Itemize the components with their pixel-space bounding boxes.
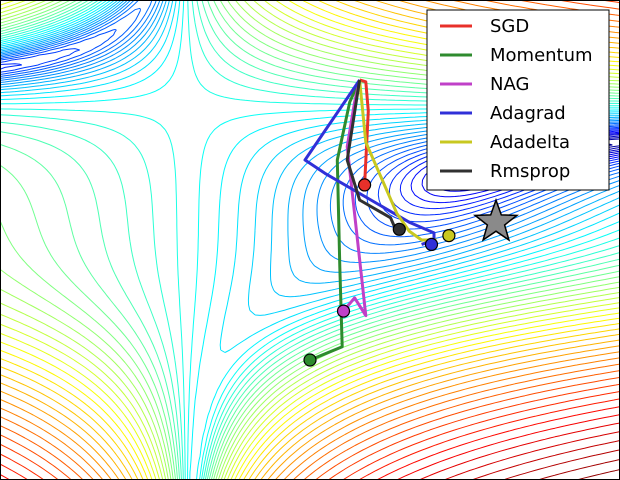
marker-sgd [358, 178, 372, 192]
marker-momentum [303, 353, 317, 367]
path-sgd [359, 78, 370, 185]
contour-level [471, 440, 620, 480]
legend-label-nag: NAG [490, 74, 529, 95]
path-momentum [309, 79, 361, 362]
legend-label-adagrad: Adagrad [490, 103, 566, 124]
legend-label-sgd: SGD [490, 16, 529, 37]
legend: SGD Momentum NAG Adagrad Adadelta Rmspro… [426, 9, 610, 191]
minimum-star [473, 197, 519, 242]
marker-adadelta [442, 229, 456, 243]
contour-level [537, 459, 620, 480]
legend-box [426, 9, 610, 191]
path-rmsprop [345, 79, 397, 230]
legend-label-adadelta: Adadelta [490, 132, 570, 153]
optimizer-markers [303, 178, 456, 367]
legend-label-rmsprop: Rmsprop [490, 161, 570, 182]
contour-level [0, 391, 620, 480]
marker-adagrad [424, 237, 439, 251]
legend-label-momentum: Momentum [490, 45, 593, 66]
optimizer-paths [303, 78, 437, 362]
contour-level [0, 406, 620, 480]
path-adadelta [358, 79, 437, 242]
star-icon [473, 197, 519, 242]
marker-rmsprop [392, 222, 406, 236]
marker-nag [336, 304, 351, 318]
contour-level [576, 469, 620, 480]
